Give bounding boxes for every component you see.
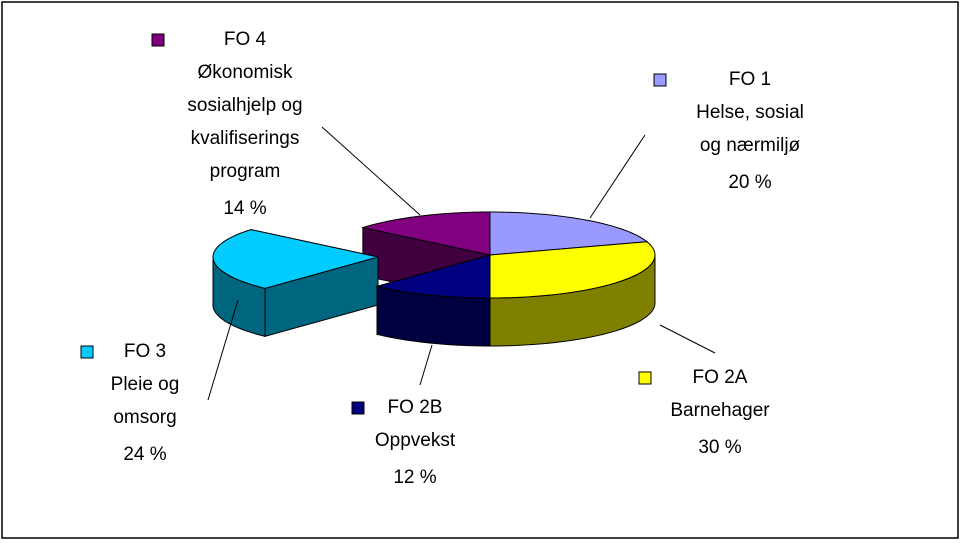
description-line: program: [210, 161, 281, 182]
category-label: FO 3: [124, 341, 166, 362]
legend-swatch: [151, 33, 165, 47]
category-description: Helse, sosial og nærmiljø: [696, 102, 804, 156]
category-label: FO 1: [729, 69, 771, 90]
description-line: Oppvekst: [375, 430, 456, 451]
description-line: kvalifiserings: [191, 128, 300, 149]
description-line: Økonomisk: [197, 62, 293, 83]
slice: [212, 229, 379, 289]
value-label: 30 %: [698, 437, 741, 458]
value-label: 12 %: [393, 467, 436, 488]
value-label: 20 %: [728, 172, 771, 193]
category-label: FO 2A: [693, 367, 748, 388]
description-line: Barnehager: [670, 400, 770, 421]
leader-line: [321, 126, 421, 216]
description-line: sosialhjelp og: [187, 95, 302, 116]
legend-swatch: [653, 73, 667, 87]
category-description: Økonomisk sosialhjelp og kvalifiserings pro…: [187, 62, 302, 182]
description-line: omsorg: [113, 407, 176, 428]
category-description: Barnehager: [670, 400, 770, 421]
description-line: Helse, sosial: [696, 102, 804, 123]
slice: [360, 211, 491, 256]
leader-line: [419, 344, 433, 386]
description-line: og nærmiljø: [700, 135, 801, 156]
category-description: Pleie og omsorg: [111, 374, 180, 428]
description-line: Pleie og: [111, 374, 180, 395]
category-label: FO 2B: [388, 397, 443, 418]
slice: [375, 254, 491, 299]
value-label: 14 %: [223, 198, 266, 219]
leader-line: [589, 134, 646, 219]
slice: [489, 241, 656, 299]
value-label: 24 %: [123, 444, 166, 465]
leader-line: [207, 299, 239, 401]
slice: [489, 211, 649, 256]
category-description: Oppvekst: [375, 430, 456, 451]
legend-swatch: [638, 371, 652, 385]
leader-line: [659, 324, 716, 354]
legend-swatch: [80, 345, 94, 359]
category-label: FO 4: [224, 29, 267, 50]
legend-swatch: [351, 401, 365, 415]
